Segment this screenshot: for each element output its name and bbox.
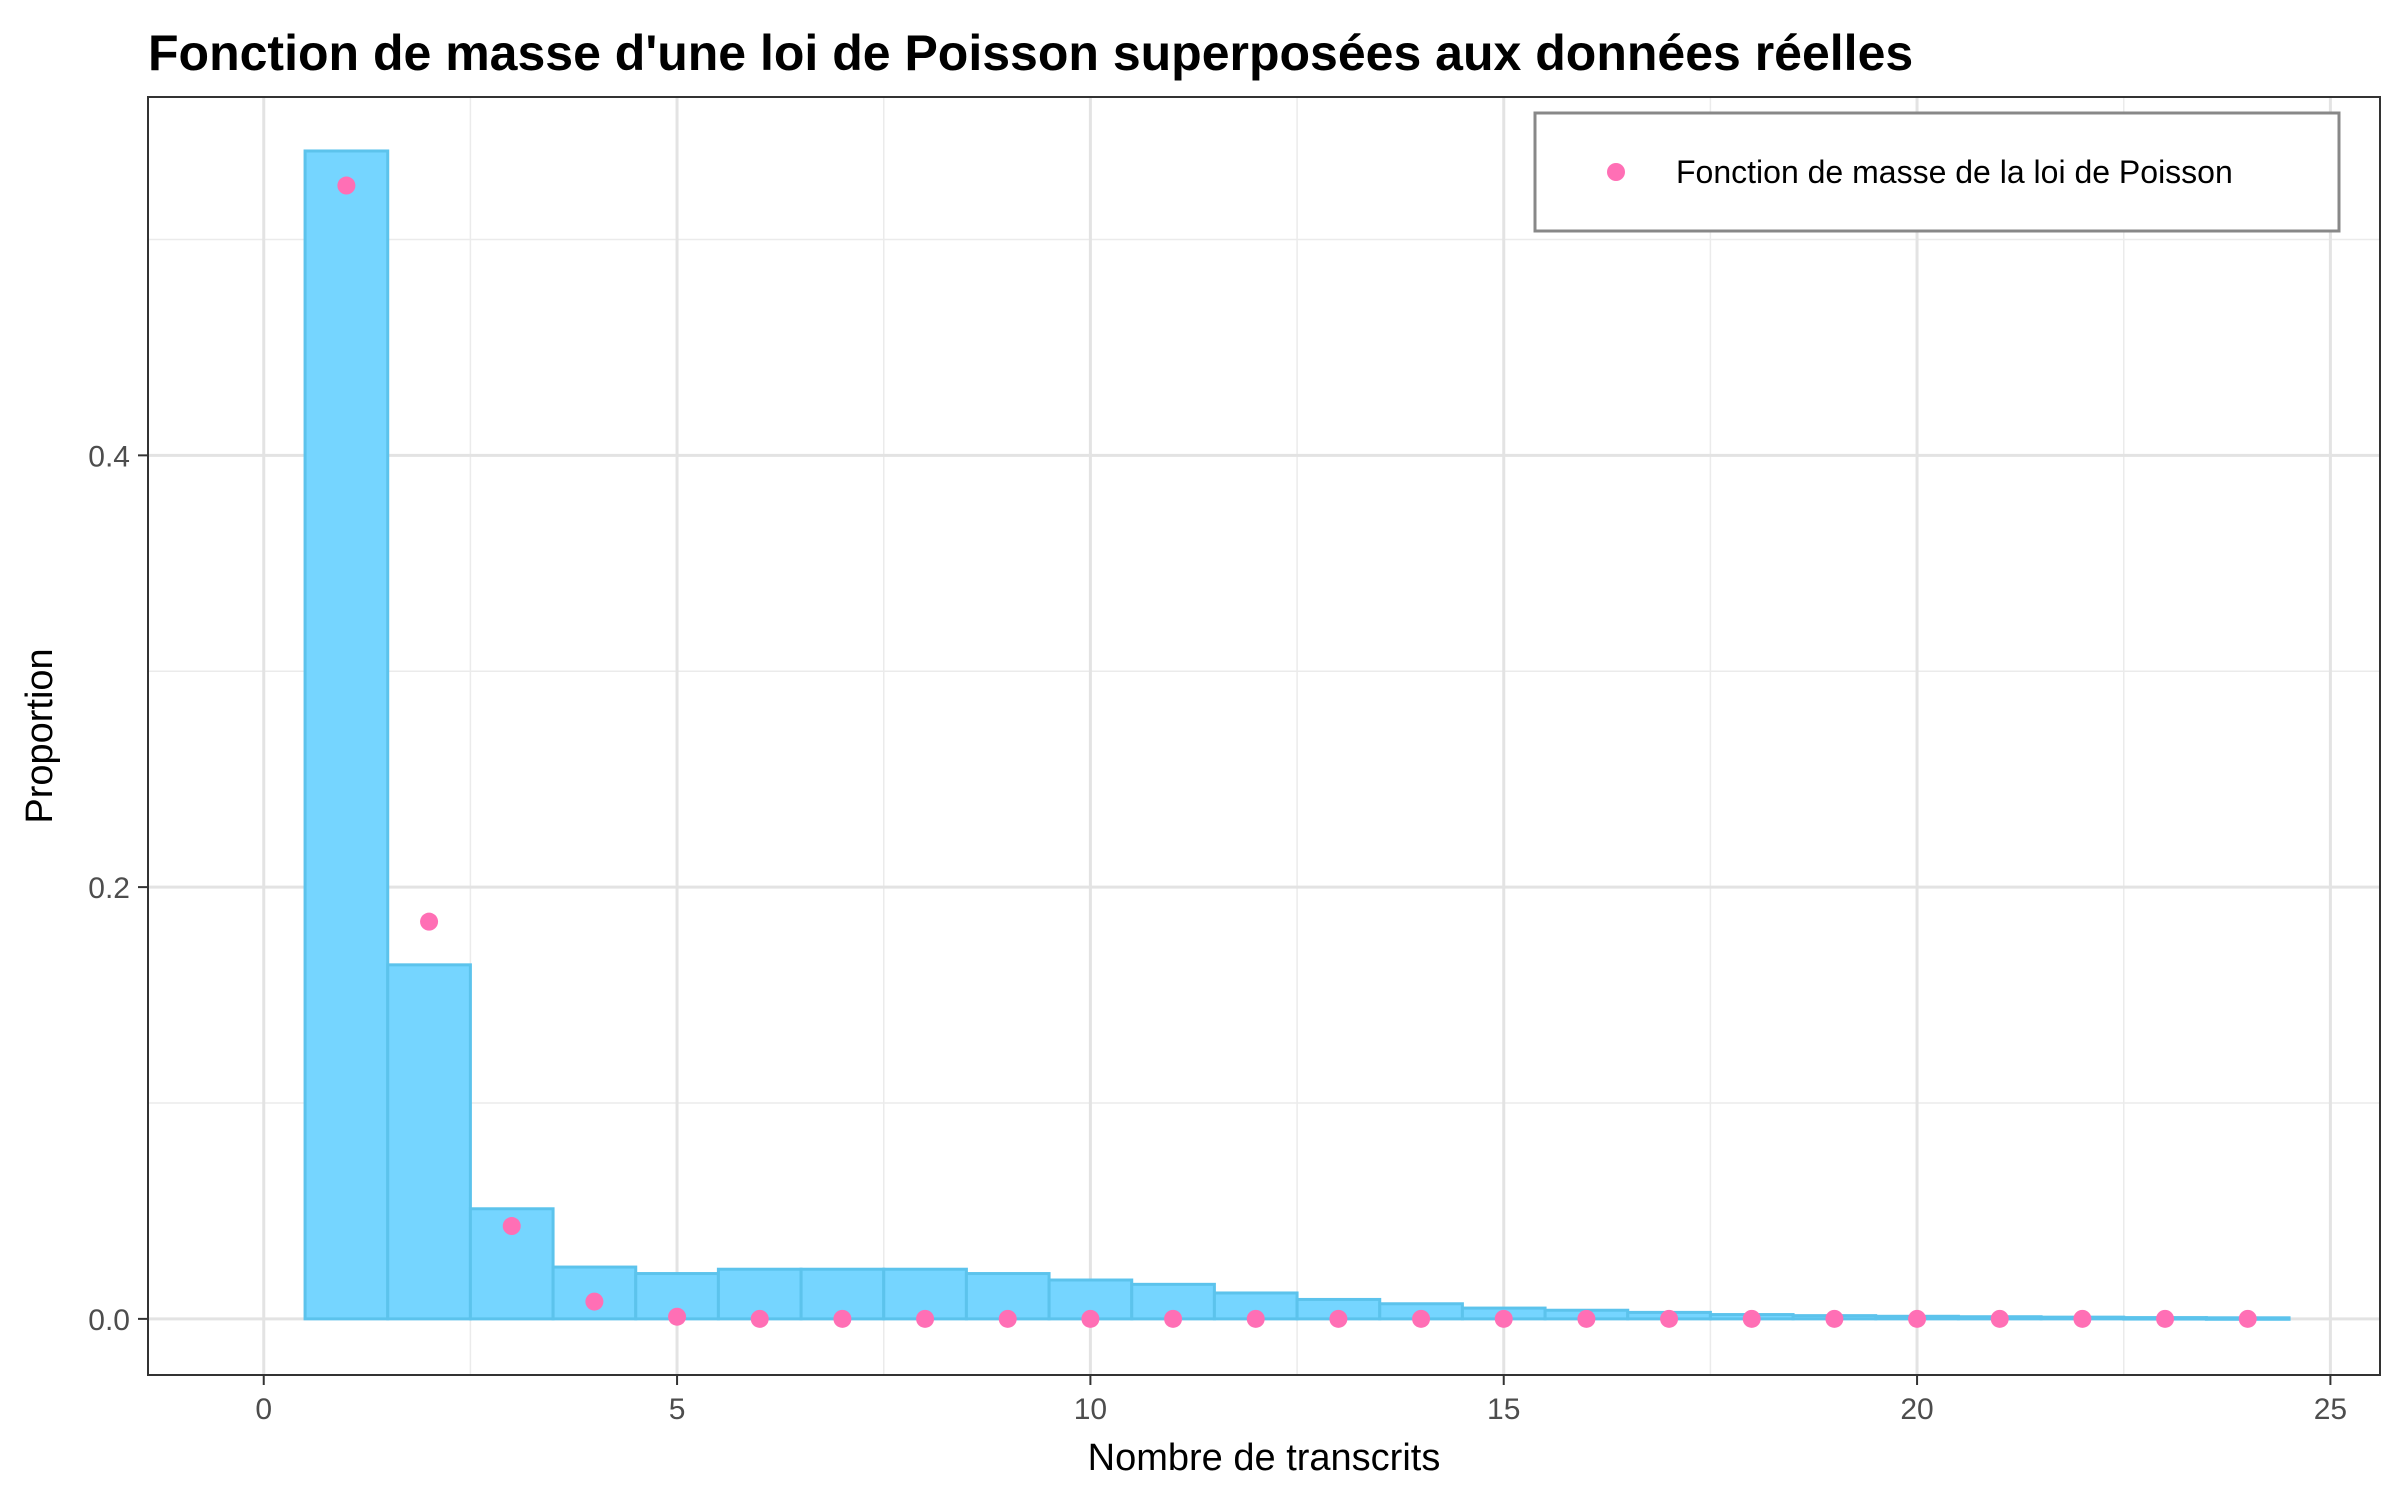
- poisson-point: [502, 1217, 521, 1236]
- x-tick-label: 10: [1074, 1393, 1107, 1426]
- plot-panel: [148, 97, 2380, 1375]
- poisson-point: [833, 1309, 852, 1328]
- poisson-point: [916, 1309, 935, 1328]
- plot-border: [147, 96, 2381, 1376]
- poisson-point: [1990, 1309, 2009, 1328]
- poisson-point: [1908, 1309, 1927, 1328]
- grid-minor: [148, 97, 2380, 1375]
- poisson-point: [1494, 1309, 1513, 1328]
- poisson-point: [1246, 1309, 1265, 1328]
- poisson-point: [1412, 1309, 1431, 1328]
- legend-key-poisson: [1607, 163, 1625, 181]
- poisson-points: [337, 176, 2257, 1328]
- legend: Fonction de masse de la loi de Poisson: [1533, 111, 2341, 233]
- poisson-point: [1742, 1309, 1761, 1328]
- histogram-bar: [303, 149, 390, 1321]
- poisson-point: [750, 1309, 769, 1328]
- poisson-point: [420, 912, 439, 931]
- poisson-point: [1081, 1309, 1100, 1328]
- x-axis: 0 5 10 15 20 25: [255, 1375, 2347, 1426]
- x-axis-title: Nombre de transcrits: [1088, 1437, 1441, 1479]
- poisson-point: [1660, 1309, 1679, 1328]
- x-tick-label: 5: [669, 1393, 686, 1426]
- y-tick-label: 0.4: [88, 440, 130, 473]
- poisson-point: [1329, 1309, 1348, 1328]
- poisson-point: [668, 1307, 687, 1326]
- legend-box: [1533, 111, 2341, 233]
- x-tick-label: 15: [1487, 1393, 1520, 1426]
- y-tick-label: 0.2: [88, 872, 130, 905]
- poisson-point: [2238, 1309, 2257, 1328]
- y-tick-label: 0.0: [88, 1304, 130, 1337]
- poisson-point: [1825, 1309, 1844, 1328]
- poisson-point: [1577, 1309, 1596, 1328]
- legend-label-poisson: Fonction de masse de la loi de Poisson: [1676, 154, 2233, 190]
- x-tick-label: 20: [1900, 1393, 1933, 1426]
- y-axis: 0.0 0.2 0.4: [88, 440, 148, 1337]
- poisson-point: [1164, 1309, 1183, 1328]
- y-axis-title: Proportion: [19, 648, 61, 823]
- poisson-point: [337, 176, 356, 195]
- chart-title: Fonction de masse d'une loi de Poisson s…: [148, 25, 1913, 81]
- poisson-point: [2156, 1309, 2175, 1328]
- x-tick-label: 0: [255, 1393, 272, 1426]
- x-tick-label: 25: [2314, 1393, 2347, 1426]
- poisson-point: [585, 1292, 604, 1311]
- poisson-point: [2073, 1309, 2092, 1328]
- histogram-bar: [386, 963, 472, 1321]
- poisson-point: [998, 1309, 1017, 1328]
